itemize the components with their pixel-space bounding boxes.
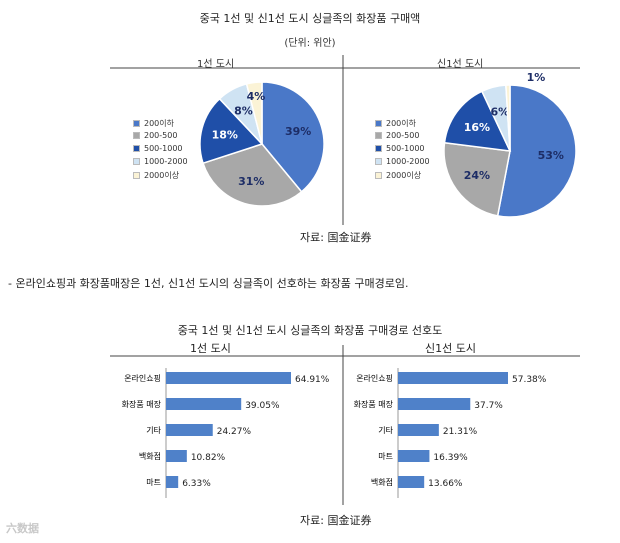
bar-category-label: 기타 bbox=[378, 426, 393, 435]
bar-화장품 매장 bbox=[398, 398, 471, 410]
pie-label-3: 6% bbox=[490, 105, 509, 118]
bar-category-label: 백화점 bbox=[139, 451, 161, 461]
pie-label-1: 31% bbox=[238, 175, 264, 188]
legend-swatch bbox=[375, 172, 382, 179]
legend-item: 200이하 bbox=[375, 118, 416, 129]
bar-value-label: 16.39% bbox=[433, 453, 468, 463]
legend-item: 2000이상 bbox=[375, 170, 421, 181]
pie-source: 자료: 国金证券 bbox=[300, 231, 372, 244]
pie-label-2: 16% bbox=[464, 121, 490, 134]
legend-label: 200-500 bbox=[144, 131, 178, 140]
legend-label: 200이하 bbox=[144, 119, 174, 128]
pie-slice-200-500 bbox=[443, 141, 511, 217]
bar-value-label: 64.91% bbox=[295, 375, 330, 385]
pie-label-3: 8% bbox=[234, 104, 253, 117]
pie-section-title: 중국 1선 및 신1선 도시 싱글족의 화장품 구매액 bbox=[199, 12, 421, 25]
bar-source: 자료: 国金证券 bbox=[300, 514, 372, 527]
pie-slice-200이하 bbox=[261, 81, 325, 193]
legend-label: 200이하 bbox=[386, 119, 416, 128]
legend-item: 200-500 bbox=[133, 131, 177, 140]
bar-category-label: 화장품 매장 bbox=[354, 399, 394, 409]
bar-value-label: 39.05% bbox=[245, 401, 280, 411]
legend-swatch bbox=[133, 158, 140, 165]
legend-swatch bbox=[133, 172, 140, 179]
bar-value-label: 10.82% bbox=[191, 453, 226, 463]
pie-label-4: 4% bbox=[247, 90, 266, 103]
bar-category-label: 마트 bbox=[378, 452, 393, 461]
legend-item: 500-1000 bbox=[375, 144, 425, 153]
legend-label: 1000-2000 bbox=[386, 157, 430, 166]
legend-item: 1000-2000 bbox=[375, 157, 430, 166]
bar-chart-newtier1: 온라인쇼핑 57.38% 화장품 매장 37.7% 기타 21.31% 마트 16.39% 백화… bbox=[354, 368, 547, 498]
bar-category-label: 온라인쇼핑 bbox=[124, 373, 161, 383]
pie-label-4: 1% bbox=[527, 71, 546, 84]
pie-slice-200이하 bbox=[496, 84, 577, 218]
pie-section-unit: (단위: 위안) bbox=[284, 38, 336, 49]
pie-slice-2000이상 bbox=[505, 84, 511, 152]
pie-chart-newtier1: 53% 24% 16%6% 1% bbox=[443, 71, 577, 218]
paragraph-text: - 온라인쇼핑과 화장품매장은 1선, 신1선 도시의 싱글족이 선호하는 화장… bbox=[8, 277, 409, 290]
legend-swatch bbox=[133, 132, 140, 139]
bar-value-label: 21.31% bbox=[443, 427, 478, 437]
pie-label-1: 24% bbox=[464, 169, 490, 182]
bar-기타 bbox=[166, 424, 213, 436]
legend-swatch bbox=[375, 132, 382, 139]
bar-백화점 bbox=[166, 450, 187, 462]
watermark: 六数据 bbox=[6, 522, 39, 535]
pie-slice-500-1000 bbox=[443, 90, 512, 152]
bar-value-label: 13.66% bbox=[428, 479, 463, 489]
legend-label: 1000-2000 bbox=[144, 157, 188, 166]
bar-value-label: 57.38% bbox=[512, 375, 547, 385]
legend-label: 2000이상 bbox=[144, 171, 180, 180]
bar-title-newtier1: 신1선 도시 bbox=[425, 342, 476, 355]
pie-label-0: 53% bbox=[538, 149, 564, 162]
pie-title-tier1: 1선 도시 bbox=[197, 59, 235, 70]
legend-label: 2000이상 bbox=[386, 171, 422, 180]
legend-swatch bbox=[133, 145, 140, 152]
legend-label: 500-1000 bbox=[144, 144, 183, 153]
pie-chart-tier1: 39% 31% 18% 8%4% bbox=[199, 81, 325, 207]
pie-slice-2000이상 bbox=[245, 81, 263, 145]
legend-label: 500-1000 bbox=[386, 144, 425, 153]
bar-chart-tier1: 온라인쇼핑 64.91% 화장품 매장 39.05% 기타 24.27% 백화점 10.82%… bbox=[122, 368, 330, 498]
bar-value-label: 37.7% bbox=[474, 401, 503, 411]
legend-item: 2000이상 bbox=[133, 170, 179, 181]
bar-section-title: 중국 1선 및 신1선 도시 싱글족의 화장품 구매경로 선호도 bbox=[177, 324, 443, 337]
pie-slice-200-500 bbox=[202, 143, 303, 207]
bar-category-label: 화장품 매장 bbox=[122, 399, 162, 409]
bar-마트 bbox=[166, 476, 179, 488]
bar-category-label: 온라인쇼핑 bbox=[356, 373, 393, 383]
bar-category-label: 기타 bbox=[146, 426, 161, 435]
pie-slice-500-1000 bbox=[199, 97, 264, 165]
bar-value-label: 6.33% bbox=[182, 479, 211, 489]
legend-item: 200이하 bbox=[133, 118, 174, 129]
legend-swatch bbox=[375, 145, 382, 152]
bar-category-label: 백화점 bbox=[371, 477, 393, 487]
bar-마트 bbox=[398, 450, 430, 462]
bar-title-tier1: 1선 도시 bbox=[190, 342, 231, 355]
legend-label: 200-500 bbox=[386, 131, 420, 140]
bar-category-label: 마트 bbox=[146, 478, 161, 487]
pie-title-newtier1: 신1선 도시 bbox=[437, 59, 484, 70]
legend-swatch bbox=[375, 120, 382, 127]
bar-화장품 매장 bbox=[166, 398, 242, 410]
legend-item: 500-1000 bbox=[133, 144, 183, 153]
bar-기타 bbox=[398, 424, 439, 436]
legend-item: 1000-2000 bbox=[133, 157, 188, 166]
legend-item: 200-500 bbox=[375, 131, 419, 140]
bar-백화점 bbox=[398, 476, 425, 488]
pie-label-2: 18% bbox=[212, 128, 238, 141]
bar-온라인쇼핑 bbox=[398, 372, 508, 384]
bar-온라인쇼핑 bbox=[166, 372, 291, 384]
pie-label-0: 39% bbox=[285, 125, 311, 138]
bar-value-label: 24.27% bbox=[217, 427, 252, 437]
legend-swatch bbox=[133, 120, 140, 127]
legend-swatch bbox=[375, 158, 382, 165]
